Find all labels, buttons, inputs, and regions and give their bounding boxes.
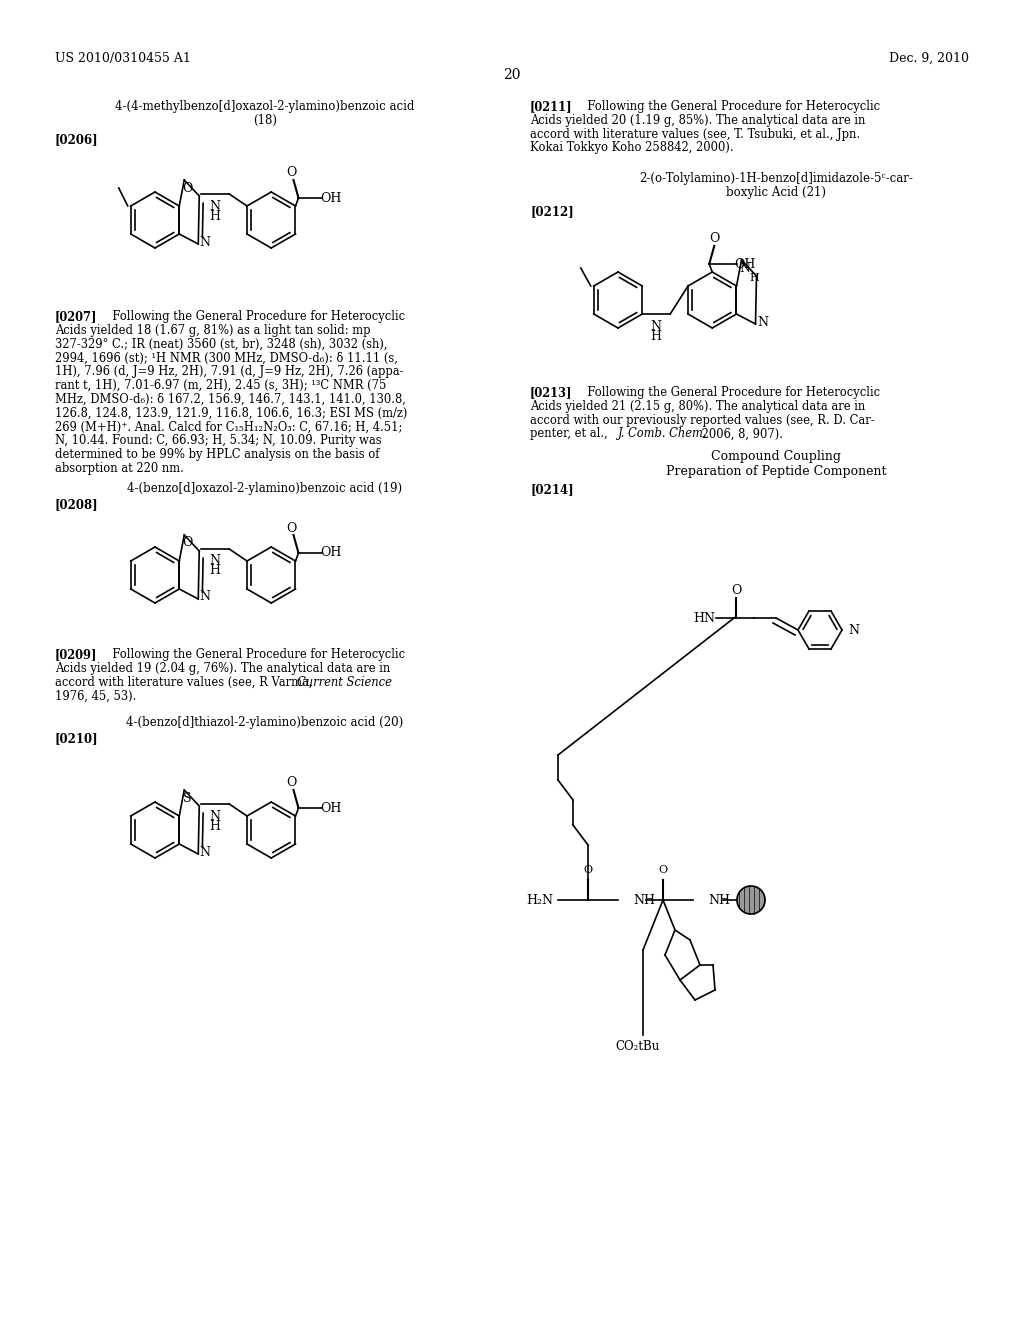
Text: H: H bbox=[650, 330, 662, 342]
Text: Preparation of Peptide Component: Preparation of Peptide Component bbox=[666, 465, 886, 478]
Text: determined to be 99% by HPLC analysis on the basis of: determined to be 99% by HPLC analysis on… bbox=[55, 447, 380, 461]
Text: 126.8, 124.8, 123.9, 121.9, 116.8, 106.6, 16.3; ESI MS (m/z): 126.8, 124.8, 123.9, 121.9, 116.8, 106.6… bbox=[55, 407, 408, 420]
Text: N: N bbox=[210, 809, 221, 822]
Text: NH: NH bbox=[633, 894, 655, 907]
Text: (18): (18) bbox=[253, 114, 278, 127]
Text: [0213]: [0213] bbox=[530, 385, 572, 399]
Text: [0210]: [0210] bbox=[55, 733, 98, 744]
Text: O: O bbox=[182, 536, 193, 549]
Text: J. Comb. Chem.: J. Comb. Chem. bbox=[618, 428, 708, 441]
Text: [0208]: [0208] bbox=[55, 498, 98, 511]
Text: N: N bbox=[210, 199, 221, 213]
Text: H: H bbox=[210, 565, 221, 578]
Text: NH: NH bbox=[708, 894, 730, 907]
Text: 1H), 7.96 (d, J=9 Hz, 2H), 7.91 (d, J=9 Hz, 2H), 7.26 (appa-: 1H), 7.96 (d, J=9 Hz, 2H), 7.91 (d, J=9 … bbox=[55, 366, 403, 379]
Text: 4-(benzo[d]oxazol-2-ylamino)benzoic acid (19): 4-(benzo[d]oxazol-2-ylamino)benzoic acid… bbox=[127, 482, 402, 495]
Text: accord with literature values (see, T. Tsubuki, et al., Jpn.: accord with literature values (see, T. T… bbox=[530, 128, 860, 141]
Text: Compound Coupling: Compound Coupling bbox=[711, 450, 841, 463]
Text: H₂N: H₂N bbox=[526, 894, 553, 907]
Text: rant t, 1H), 7.01-6.97 (m, 2H), 2.45 (s, 3H); ¹³C NMR (75: rant t, 1H), 7.01-6.97 (m, 2H), 2.45 (s,… bbox=[55, 379, 386, 392]
Text: Acids yielded 21 (2.15 g, 80%). The analytical data are in: Acids yielded 21 (2.15 g, 80%). The anal… bbox=[530, 400, 865, 413]
Text: absorption at 220 nm.: absorption at 220 nm. bbox=[55, 462, 184, 475]
Text: MHz, DMSO-d₆): δ 167.2, 156.9, 146.7, 143.1, 141.0, 130.8,: MHz, DMSO-d₆): δ 167.2, 156.9, 146.7, 14… bbox=[55, 393, 406, 405]
Text: OH: OH bbox=[319, 546, 341, 560]
Text: O: O bbox=[584, 865, 593, 875]
Text: accord with literature values (see, R Varma,: accord with literature values (see, R Va… bbox=[55, 676, 316, 689]
Text: 2-(o-Tolylamino)-1H-benzo[d]imidazole-5ᶜ-car-: 2-(o-Tolylamino)-1H-benzo[d]imidazole-5ᶜ… bbox=[639, 172, 913, 185]
Text: N: N bbox=[210, 554, 221, 568]
Text: N, 10.44. Found: C, 66.93; H, 5.34; N, 10.09. Purity was: N, 10.44. Found: C, 66.93; H, 5.34; N, 1… bbox=[55, 434, 382, 447]
Text: 1976, 45, 53).: 1976, 45, 53). bbox=[55, 689, 136, 702]
Text: N: N bbox=[200, 590, 211, 603]
Text: Following the General Procedure for Heterocyclic: Following the General Procedure for Hete… bbox=[580, 100, 880, 114]
Text: OH: OH bbox=[319, 191, 341, 205]
Text: Kokai Tokkyo Koho 258842, 2000).: Kokai Tokkyo Koho 258842, 2000). bbox=[530, 141, 733, 154]
Text: H: H bbox=[210, 820, 221, 833]
Text: N: N bbox=[849, 623, 859, 636]
Text: [0207]: [0207] bbox=[55, 310, 97, 323]
Text: 20: 20 bbox=[503, 69, 521, 82]
Text: 2006, 8, 907).: 2006, 8, 907). bbox=[698, 428, 783, 441]
Text: H: H bbox=[750, 273, 760, 282]
Text: O: O bbox=[182, 181, 193, 194]
Circle shape bbox=[737, 886, 765, 913]
Text: [0212]: [0212] bbox=[530, 205, 573, 218]
Text: 2994, 1696 (st); ¹H NMR (300 MHz, DMSO-d₆): δ 11.11 (s,: 2994, 1696 (st); ¹H NMR (300 MHz, DMSO-d… bbox=[55, 351, 398, 364]
Text: O: O bbox=[287, 521, 297, 535]
Text: N: N bbox=[650, 319, 662, 333]
Text: N: N bbox=[200, 235, 211, 248]
Text: Acids yielded 18 (1.67 g, 81%) as a light tan solid: mp: Acids yielded 18 (1.67 g, 81%) as a ligh… bbox=[55, 323, 371, 337]
Text: [0214]: [0214] bbox=[530, 483, 573, 496]
Text: N: N bbox=[200, 846, 211, 858]
Text: Following the General Procedure for Heterocyclic: Following the General Procedure for Hete… bbox=[105, 648, 406, 661]
Text: Following the General Procedure for Heterocyclic: Following the General Procedure for Hete… bbox=[105, 310, 406, 323]
Text: O: O bbox=[731, 583, 741, 597]
Text: 4-(4-methylbenzo[d]oxazol-2-ylamino)benzoic acid: 4-(4-methylbenzo[d]oxazol-2-ylamino)benz… bbox=[116, 100, 415, 114]
Text: penter, et al.,: penter, et al., bbox=[530, 428, 611, 441]
Text: 269 (M+H)⁺. Anal. Calcd for C₁₅H₁₂N₂O₃: C, 67.16; H, 4.51;: 269 (M+H)⁺. Anal. Calcd for C₁₅H₁₂N₂O₃: … bbox=[55, 420, 402, 433]
Text: 327-329° C.; IR (neat) 3560 (st, br), 3248 (sh), 3032 (sh),: 327-329° C.; IR (neat) 3560 (st, br), 32… bbox=[55, 338, 387, 351]
Text: N: N bbox=[757, 315, 768, 329]
Text: 4-(benzo[d]thiazol-2-ylamino)benzoic acid (20): 4-(benzo[d]thiazol-2-ylamino)benzoic aci… bbox=[126, 715, 403, 729]
Text: O: O bbox=[287, 776, 297, 789]
Text: [0211]: [0211] bbox=[530, 100, 572, 114]
Text: [0206]: [0206] bbox=[55, 133, 98, 147]
Text: Dec. 9, 2010: Dec. 9, 2010 bbox=[889, 51, 969, 65]
Text: boxylic Acid (21): boxylic Acid (21) bbox=[726, 186, 826, 199]
Text: O: O bbox=[287, 166, 297, 180]
Text: US 2010/0310455 A1: US 2010/0310455 A1 bbox=[55, 51, 190, 65]
Text: OH: OH bbox=[734, 257, 756, 271]
Text: Acids yielded 19 (2.04 g, 76%). The analytical data are in: Acids yielded 19 (2.04 g, 76%). The anal… bbox=[55, 661, 390, 675]
Text: CO₂tBu: CO₂tBu bbox=[615, 1040, 660, 1053]
Text: Current Science: Current Science bbox=[297, 676, 392, 689]
Text: Acids yielded 20 (1.19 g, 85%). The analytical data are in: Acids yielded 20 (1.19 g, 85%). The anal… bbox=[530, 114, 865, 127]
Text: [0209]: [0209] bbox=[55, 648, 97, 661]
Text: OH: OH bbox=[319, 801, 341, 814]
Text: Following the General Procedure for Heterocyclic: Following the General Procedure for Hete… bbox=[580, 385, 880, 399]
Text: O: O bbox=[709, 231, 720, 244]
Text: N: N bbox=[739, 261, 750, 275]
Text: H: H bbox=[210, 210, 221, 223]
Text: accord with our previously reported values (see, R. D. Car-: accord with our previously reported valu… bbox=[530, 413, 874, 426]
Text: HN: HN bbox=[693, 611, 715, 624]
Text: O: O bbox=[658, 865, 668, 875]
Text: S: S bbox=[183, 792, 191, 804]
